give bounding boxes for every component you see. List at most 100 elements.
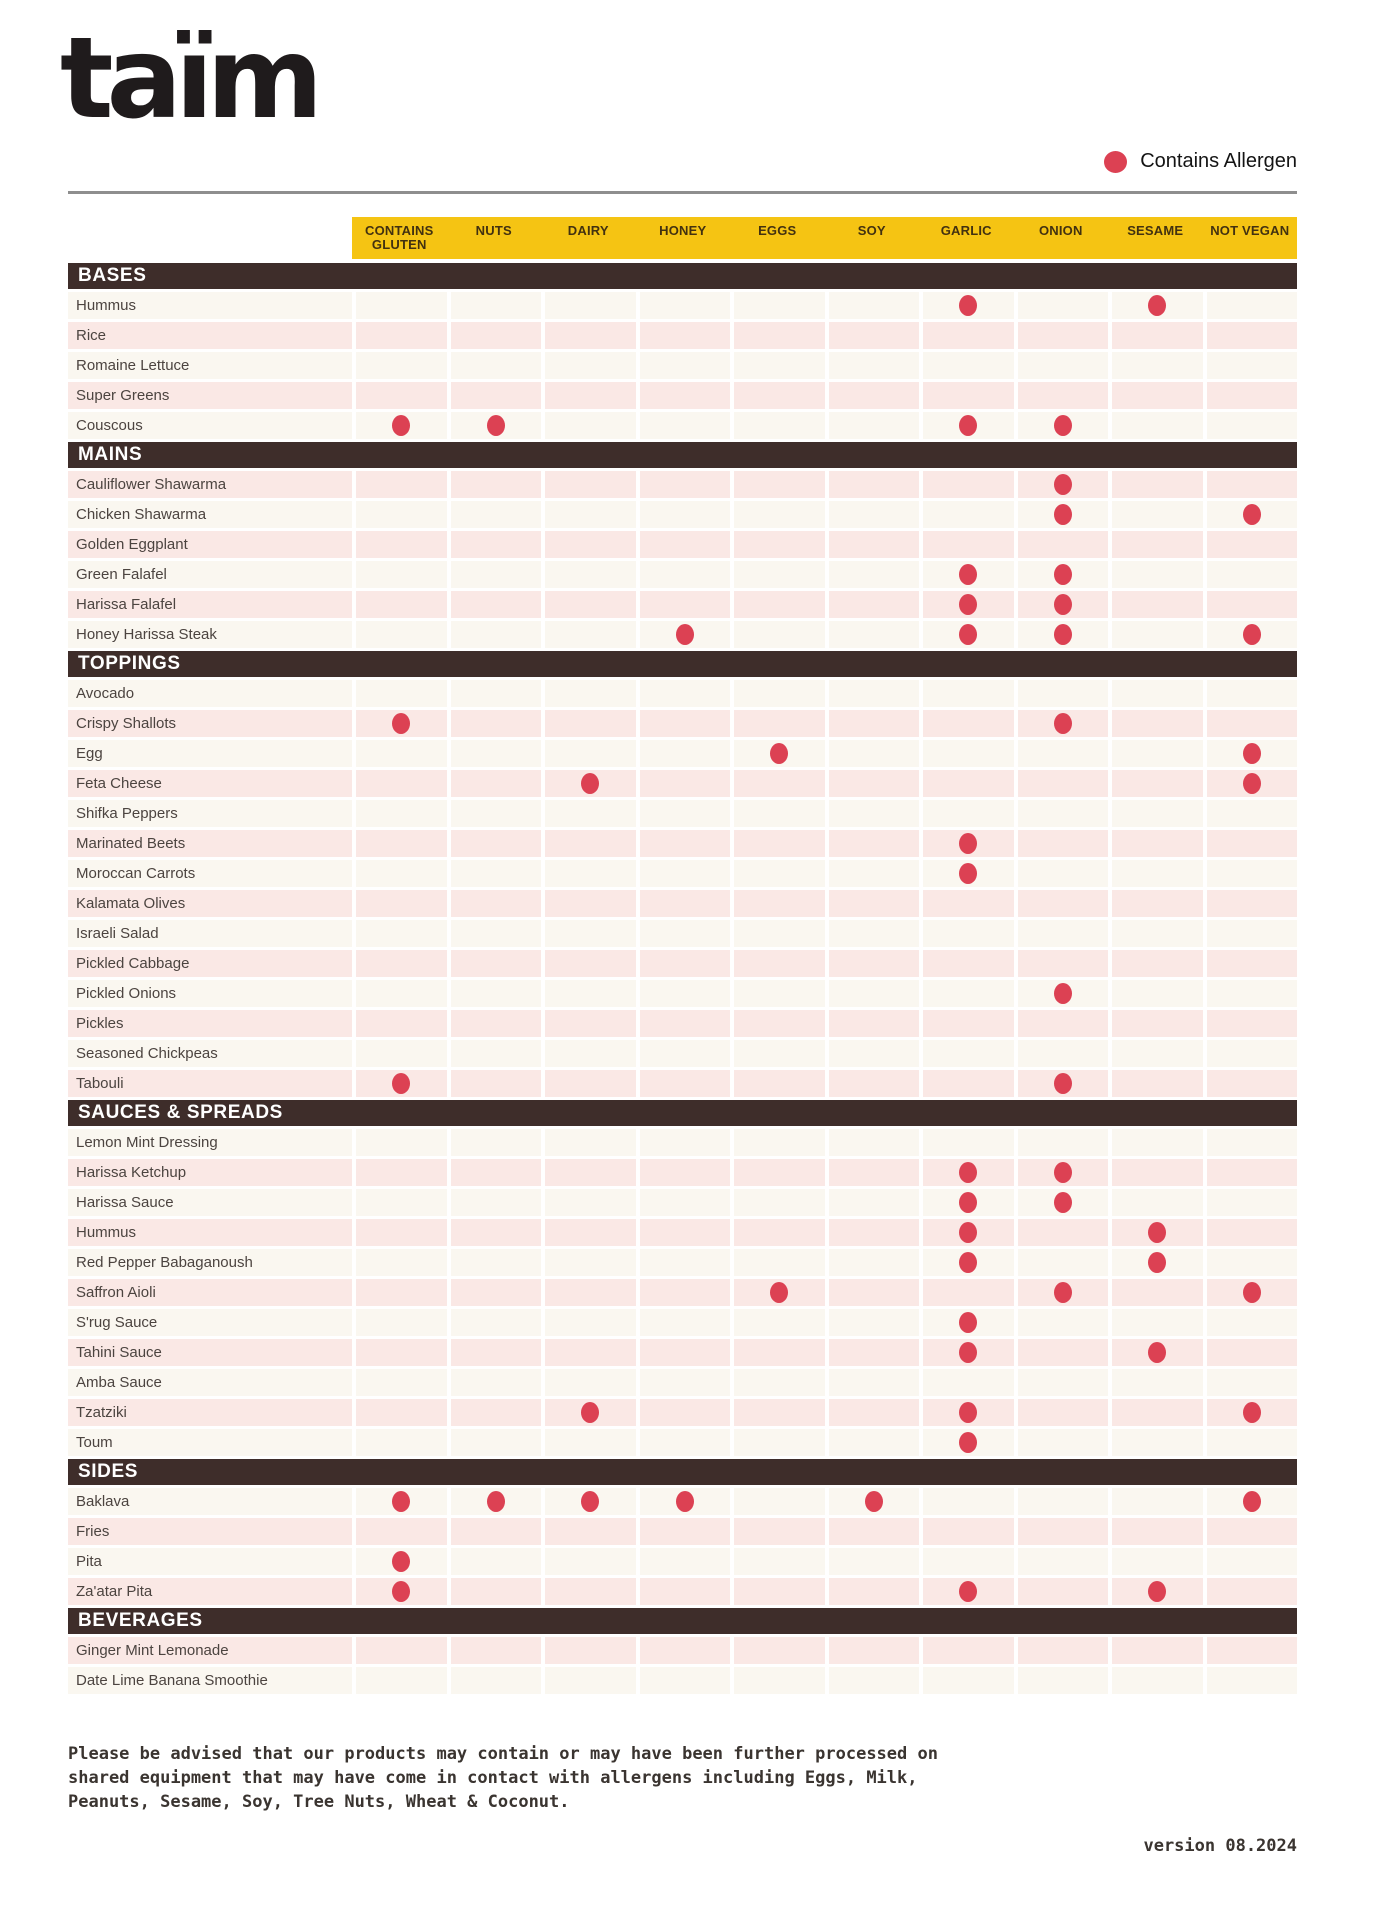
cell-marinated-beets-eggs — [734, 830, 825, 857]
cell-pickled-onions-soy — [828, 980, 919, 1007]
allergen-dot-garlic — [959, 295, 978, 316]
table-row: Rice — [68, 322, 1297, 349]
row-cells — [352, 710, 1297, 737]
row-label-harissa-sauce: Harissa Sauce — [68, 1189, 352, 1216]
column-header-eggs: EGGS — [758, 223, 797, 238]
allergen-dot-contains-gluten — [392, 415, 411, 436]
cell-saffron-aioli-dairy — [545, 1279, 636, 1306]
cell-harissa-ketchup-nuts — [450, 1159, 541, 1186]
row-label-tzatziki: Tzatziki — [68, 1399, 352, 1426]
legend-label: Contains Allergen — [1140, 150, 1297, 172]
cell-seasoned-chickpeas-garlic — [923, 1040, 1014, 1067]
row-cells — [352, 740, 1297, 767]
cell-s-rug-sauce-dairy — [545, 1309, 636, 1336]
cell-tahini-sauce-onion — [1017, 1339, 1108, 1366]
row-cells — [352, 860, 1297, 887]
row-label-pickles: Pickles — [68, 1010, 352, 1037]
cell-pickled-cabbage-garlic — [923, 950, 1014, 977]
footer-line: Please be advised that our products may … — [68, 1744, 938, 1764]
cell-hummus-nuts — [450, 1219, 541, 1246]
cell-lemon-mint-dressing-contains-gluten — [356, 1129, 447, 1156]
cell-shifka-peppers-contains-gluten — [356, 800, 447, 827]
table-row: Hummus — [68, 292, 1297, 319]
cell-harissa-falafel-not-vegan — [1206, 591, 1297, 618]
cell-pickled-onions-nuts — [450, 980, 541, 1007]
cell-feta-cheese-not-vegan — [1206, 770, 1297, 797]
cell-pickles-eggs — [734, 1010, 825, 1037]
cell-baklava-honey — [639, 1488, 730, 1515]
cell-harissa-sauce-not-vegan — [1206, 1189, 1297, 1216]
row-cells — [352, 1070, 1297, 1097]
cell-date-lime-banana-smoothie-soy — [828, 1667, 919, 1694]
cell-fries-garlic — [923, 1518, 1014, 1545]
row-label-kalamata-olives: Kalamata Olives — [68, 890, 352, 917]
cell-tahini-sauce-contains-gluten — [356, 1339, 447, 1366]
row-label-super-greens: Super Greens — [68, 382, 352, 409]
allergen-dot-nuts — [486, 415, 505, 436]
allergen-dot-garlic — [959, 1402, 978, 1423]
row-label-feta-cheese: Feta Cheese — [68, 770, 352, 797]
row-label-saffron-aioli: Saffron Aioli — [68, 1279, 352, 1306]
cell-pickles-soy — [828, 1010, 919, 1037]
cell-amba-sauce-contains-gluten — [356, 1369, 447, 1396]
cell-tahini-sauce-eggs — [734, 1339, 825, 1366]
allergen-dot-garlic — [959, 1432, 978, 1453]
allergen-dot-garlic — [959, 564, 978, 585]
row-cells — [352, 382, 1297, 409]
cell-hummus-eggs — [734, 292, 825, 319]
cell-pickled-cabbage-sesame — [1112, 950, 1203, 977]
cell-pickled-onions-onion — [1017, 980, 1108, 1007]
allergen-dot-onion — [1053, 415, 1072, 436]
cell-harissa-falafel-sesame — [1112, 591, 1203, 618]
cell-green-falafel-contains-gluten — [356, 561, 447, 588]
cell-amba-sauce-honey — [639, 1369, 730, 1396]
cell-lemon-mint-dressing-garlic — [923, 1129, 1014, 1156]
cell-red-pepper-babaganoush-contains-gluten — [356, 1249, 447, 1276]
row-cells — [352, 1369, 1297, 1396]
row-cells — [352, 800, 1297, 827]
row-label-tahini-sauce: Tahini Sauce — [68, 1339, 352, 1366]
cell-avocado-dairy — [545, 680, 636, 707]
cell-israeli-salad-contains-gluten — [356, 920, 447, 947]
cell-egg-dairy — [545, 740, 636, 767]
cell-tzatziki-honey — [639, 1399, 730, 1426]
allergen-dot-garlic — [959, 1312, 978, 1333]
allergen-dot-contains-gluten — [392, 1491, 411, 1512]
cell-hummus-nuts — [450, 292, 541, 319]
cell-seasoned-chickpeas-sesame — [1112, 1040, 1203, 1067]
allergen-dot-onion — [1053, 564, 1072, 585]
cell-couscous-honey — [639, 412, 730, 439]
cell-israeli-salad-onion — [1017, 920, 1108, 947]
table-row: Fries — [68, 1518, 1297, 1545]
cell-pita-garlic — [923, 1548, 1014, 1575]
table-row: Tabouli — [68, 1070, 1297, 1097]
allergen-dot-onion — [1053, 1282, 1072, 1303]
cell-amba-sauce-eggs — [734, 1369, 825, 1396]
table-row: Feta Cheese — [68, 770, 1297, 797]
cell-romaine-lettuce-sesame — [1112, 352, 1203, 379]
cell-honey-harissa-steak-nuts — [450, 621, 541, 648]
column-header-not-vegan: NOT VEGAN — [1210, 223, 1290, 238]
table-row: Green Falafel — [68, 561, 1297, 588]
row-cells — [352, 920, 1297, 947]
table-row: Harissa Ketchup — [68, 1159, 1297, 1186]
cell-super-greens-nuts — [450, 382, 541, 409]
cell-baklava-contains-gluten — [356, 1488, 447, 1515]
cell-pickled-cabbage-eggs — [734, 950, 825, 977]
cell-harissa-sauce-onion — [1017, 1189, 1108, 1216]
cell-feta-cheese-honey — [639, 770, 730, 797]
cell-baklava-eggs — [734, 1488, 825, 1515]
cell-saffron-aioli-soy — [828, 1279, 919, 1306]
cell-pickles-contains-gluten — [356, 1010, 447, 1037]
table-row: Couscous — [68, 412, 1297, 439]
cell-hummus-soy — [828, 292, 919, 319]
section-header-bases: BASES — [68, 263, 1297, 289]
cell-harissa-ketchup-garlic — [923, 1159, 1014, 1186]
cell-egg-contains-gluten — [356, 740, 447, 767]
cell-avocado-not-vegan — [1206, 680, 1297, 707]
cell-green-falafel-dairy — [545, 561, 636, 588]
cell-golden-eggplant-dairy — [545, 531, 636, 558]
section-header-mains: MAINS — [68, 442, 1297, 468]
cell-za-atar-pita-not-vegan — [1206, 1578, 1297, 1605]
cell-red-pepper-babaganoush-dairy — [545, 1249, 636, 1276]
